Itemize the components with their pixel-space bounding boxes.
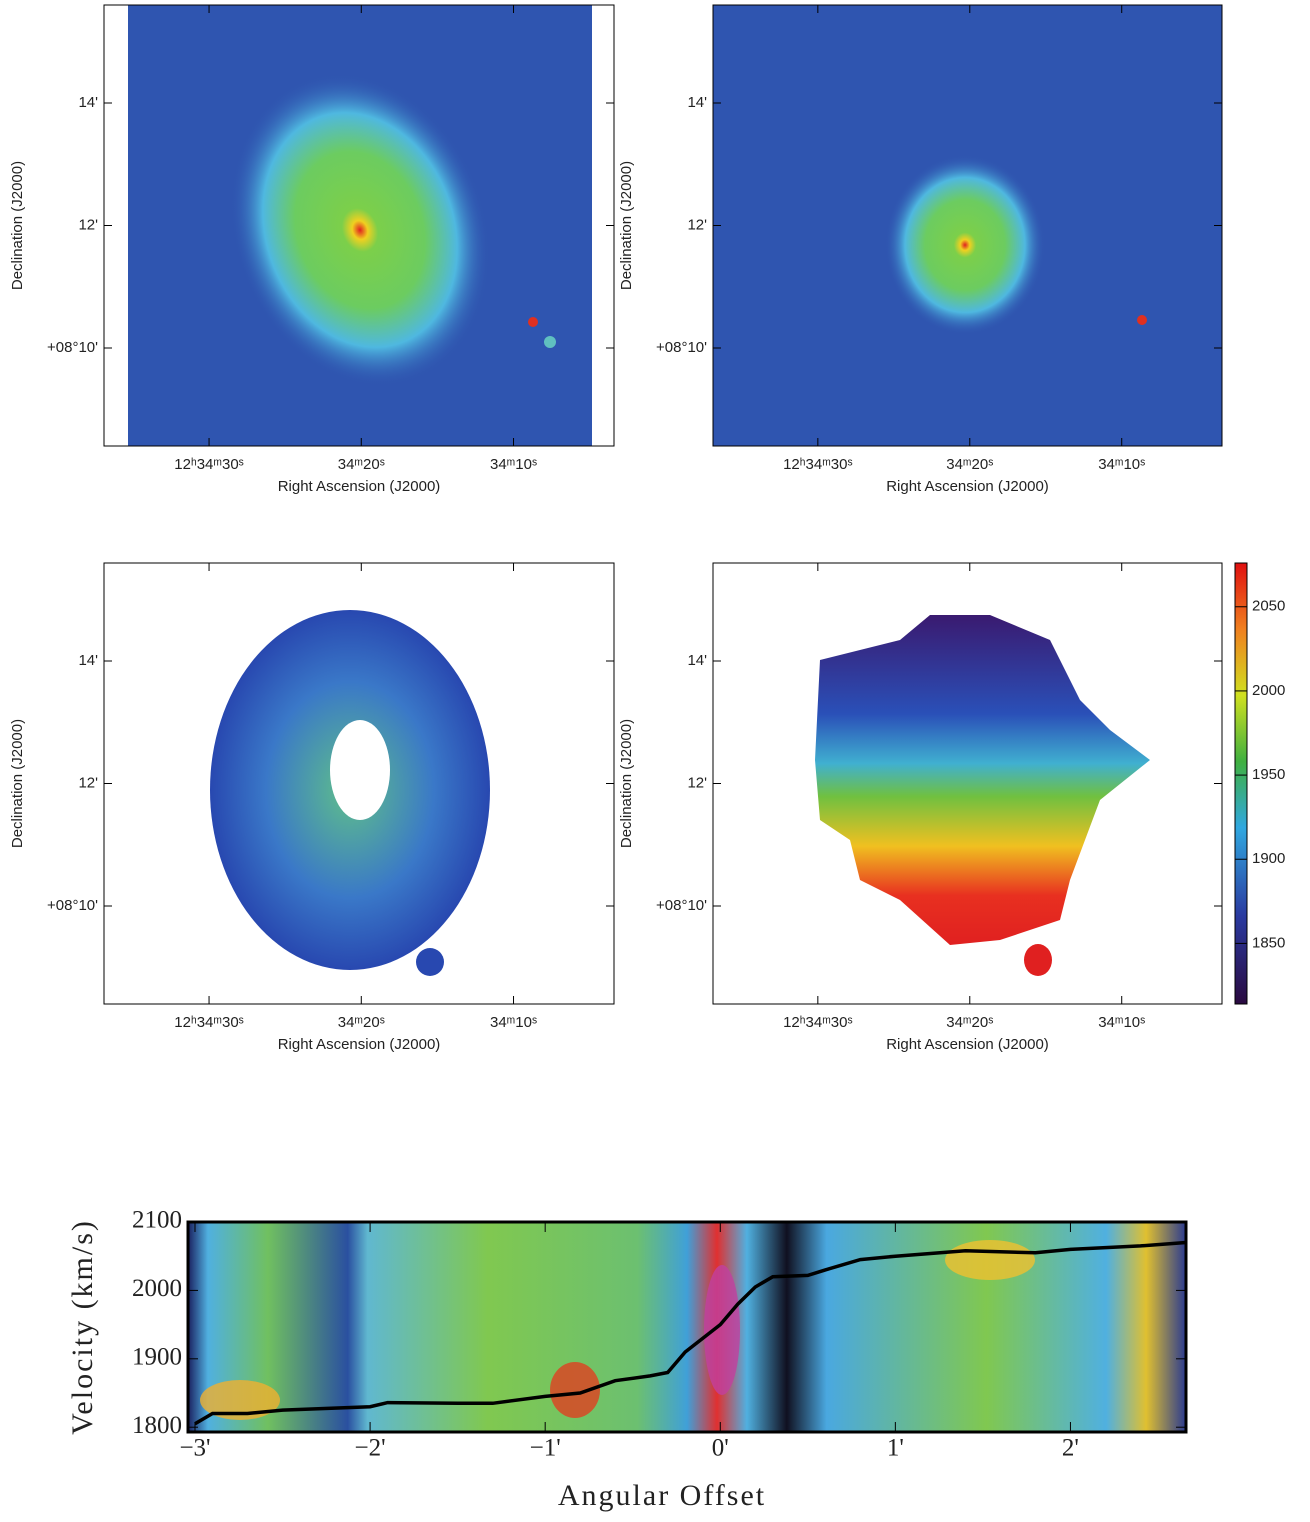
y-tick-label: +08°10' (47, 897, 98, 914)
y-tick-label: 12' (78, 774, 98, 791)
y-tick-label: 12' (687, 774, 707, 791)
rotation-curve (194, 1240, 1187, 1426)
pv-peak (945, 1240, 1035, 1280)
map-blob (416, 948, 444, 976)
x-tick-label: 34ᵐ20ˢ (338, 456, 385, 473)
y-tick-label: +08°10' (47, 339, 98, 356)
star (544, 336, 556, 348)
pv-peak (200, 1380, 280, 1420)
velocity-map (815, 615, 1150, 945)
y-tick-label: 12' (78, 216, 98, 233)
x-tick-label: 0' (712, 1435, 729, 1462)
colorbar-tick-label: 1850 (1252, 934, 1285, 951)
colorbar-tick-label: 1950 (1252, 766, 1285, 783)
y-tick-label: 12' (687, 216, 707, 233)
y-tick-label: 2000 (132, 1275, 182, 1302)
y-tick-label: 14' (687, 652, 707, 669)
y-tick-label: +08°10' (656, 339, 707, 356)
x-tick-label: 34ᵐ10ˢ (490, 1014, 537, 1031)
colorbar-frame (1234, 562, 1248, 1005)
x-axis-label: Right Ascension (J2000) (886, 1036, 1049, 1053)
y-tick-label: 14' (78, 94, 98, 111)
x-axis-label: Right Ascension (J2000) (278, 478, 441, 495)
y-axis-label: Velocity (km/s) (66, 1219, 99, 1435)
y-axis-label: Declination (J2000) (618, 719, 635, 848)
x-axis-label: Right Ascension (J2000) (886, 478, 1049, 495)
y-tick-label: +08°10' (656, 897, 707, 914)
y-tick-label: 14' (78, 652, 98, 669)
colorbar-tick-label: 2000 (1252, 682, 1285, 699)
star (528, 317, 538, 327)
map-blob (1024, 944, 1052, 976)
y-tick-label: 1800 (132, 1412, 182, 1439)
pv-peak (550, 1362, 600, 1418)
x-tick-label: 34ᵐ20ˢ (946, 1014, 993, 1031)
map-hole (330, 720, 390, 820)
x-tick-label: −2' (355, 1435, 386, 1462)
x-tick-label: 12ʰ34ᵐ30ˢ (783, 1014, 853, 1031)
x-tick-label: 34ᵐ10ˢ (1098, 456, 1145, 473)
y-axis-label: Declination (J2000) (618, 161, 635, 290)
x-tick-label: −1' (530, 1435, 561, 1462)
x-tick-label: 12ʰ34ᵐ30ˢ (783, 456, 853, 473)
y-axis-label: Declination (J2000) (9, 161, 26, 290)
x-tick-label: 34ᵐ20ˢ (946, 456, 993, 473)
y-axis-label: Declination (J2000) (9, 719, 26, 848)
x-tick-label: −3' (179, 1435, 210, 1462)
galaxy-image (885, 155, 1045, 335)
y-tick-label: 2100 (132, 1207, 182, 1234)
plot-frame (186, 1220, 1188, 1434)
x-axis-label: Angular Offset (558, 1479, 766, 1512)
x-tick-label: 2' (1062, 1435, 1079, 1462)
y-tick-label: 1900 (132, 1344, 182, 1371)
x-tick-label: 1' (887, 1435, 904, 1462)
star (1137, 315, 1147, 325)
x-tick-label: 12ʰ34ᵐ30ˢ (174, 456, 244, 473)
x-tick-label: 34ᵐ20ˢ (338, 1014, 385, 1031)
colorbar (1235, 563, 1247, 1004)
y-tick-label: 14' (687, 94, 707, 111)
x-tick-label: 12ʰ34ᵐ30ˢ (174, 1014, 244, 1031)
galaxy-image (230, 73, 490, 387)
x-axis-label: Right Ascension (J2000) (278, 1036, 441, 1053)
colorbar-tick-label: 1900 (1252, 850, 1285, 867)
colorbar-tick-label: 2050 (1252, 598, 1285, 615)
image-edge (592, 5, 614, 446)
x-tick-label: 34ᵐ10ˢ (490, 456, 537, 473)
x-tick-label: 34ᵐ10ˢ (1098, 1014, 1145, 1031)
pv-peak (704, 1265, 740, 1395)
